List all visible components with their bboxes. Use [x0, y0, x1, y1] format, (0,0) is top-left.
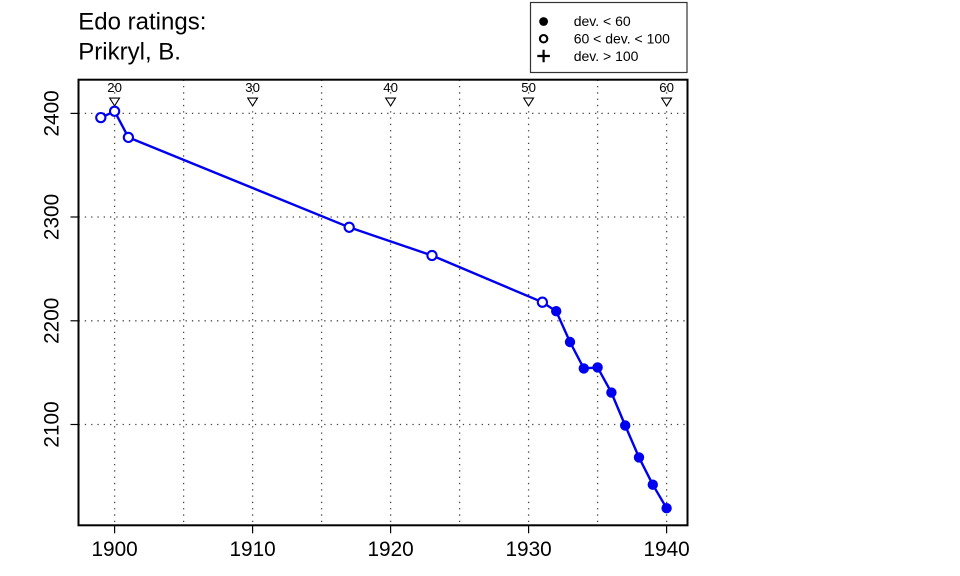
- svg-text:60: 60: [659, 80, 674, 95]
- svg-text:1910: 1910: [229, 538, 275, 561]
- svg-text:60 < dev. < 100: 60 < dev. < 100: [574, 30, 670, 46]
- svg-text:1900: 1900: [91, 538, 137, 561]
- svg-text:20: 20: [107, 80, 122, 95]
- svg-text:1940: 1940: [643, 538, 689, 561]
- svg-text:40: 40: [383, 80, 398, 95]
- svg-text:2200: 2200: [41, 298, 64, 344]
- svg-text:Edo ratings:: Edo ratings:: [78, 9, 206, 36]
- svg-text:50: 50: [521, 80, 536, 95]
- svg-text:1930: 1930: [505, 538, 551, 561]
- svg-text:2100: 2100: [41, 401, 64, 447]
- svg-text:2300: 2300: [41, 194, 64, 240]
- svg-text:dev. < 60: dev. < 60: [574, 13, 631, 29]
- svg-text:30: 30: [245, 80, 260, 95]
- svg-text:Prikryl, B.: Prikryl, B.: [78, 39, 181, 66]
- svg-text:2400: 2400: [41, 90, 64, 136]
- svg-text:1920: 1920: [367, 538, 413, 561]
- svg-text:dev. > 100: dev. > 100: [574, 48, 639, 64]
